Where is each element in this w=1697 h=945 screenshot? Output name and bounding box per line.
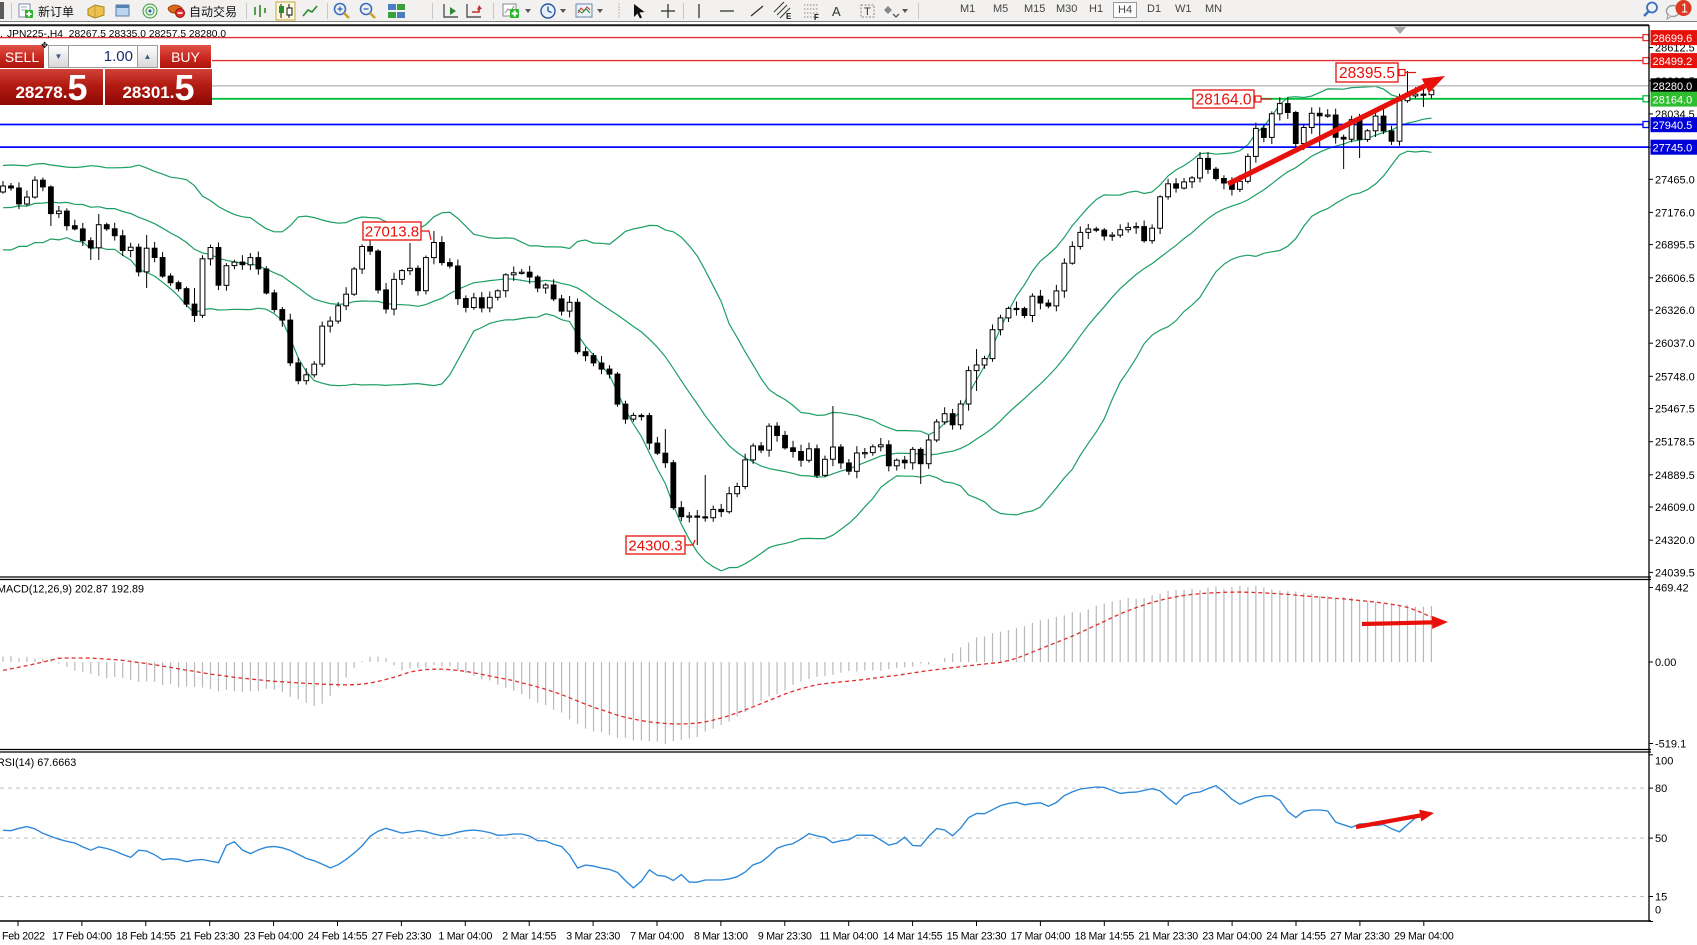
svg-text:Feb 2022: Feb 2022 bbox=[2, 931, 45, 943]
svg-text:17 Mar 04:00: 17 Mar 04:00 bbox=[1011, 931, 1071, 943]
svg-text:23 Mar 04:00: 23 Mar 04:00 bbox=[1202, 931, 1262, 943]
svg-text:.: . bbox=[0, 29, 3, 40]
svg-text:0: 0 bbox=[1655, 905, 1661, 917]
svg-text:15: 15 bbox=[1655, 892, 1667, 904]
svg-text:2 Mar 14:55: 2 Mar 14:55 bbox=[502, 931, 556, 943]
svg-text:27013.8: 27013.8 bbox=[365, 223, 419, 240]
svg-text:A: A bbox=[832, 4, 841, 19]
svg-text:24 Feb 14:55: 24 Feb 14:55 bbox=[308, 931, 368, 943]
svg-text:25748.0: 25748.0 bbox=[1655, 371, 1695, 383]
svg-text:F: F bbox=[814, 13, 819, 22]
svg-text:26037.0: 26037.0 bbox=[1655, 338, 1695, 350]
svg-text:24 Mar 14:55: 24 Mar 14:55 bbox=[1266, 931, 1326, 943]
svg-text:27176.0: 27176.0 bbox=[1655, 207, 1695, 219]
svg-text:28164.0: 28164.0 bbox=[1653, 94, 1693, 106]
svg-text:27 Mar 23:30: 27 Mar 23:30 bbox=[1330, 931, 1390, 943]
svg-text:100: 100 bbox=[1655, 756, 1673, 768]
svg-text:21 Feb 23:30: 21 Feb 23:30 bbox=[180, 931, 240, 943]
svg-text:21 Mar 23:30: 21 Mar 23:30 bbox=[1138, 931, 1198, 943]
svg-text:MACD(12,26,9) 202.87 192.89: MACD(12,26,9) 202.87 192.89 bbox=[0, 584, 144, 596]
svg-text:28280.0: 28280.0 bbox=[1653, 81, 1693, 93]
svg-text:自动交易: 自动交易 bbox=[189, 4, 237, 19]
svg-text:0.00: 0.00 bbox=[1655, 657, 1676, 669]
svg-text:JPN225-,H4 28267.5 28335.0 28: JPN225-,H4 28267.5 28335.0 28257.5 28280… bbox=[7, 29, 226, 40]
svg-text:T: T bbox=[864, 6, 871, 18]
svg-text:24039.5: 24039.5 bbox=[1655, 567, 1695, 579]
svg-text:23 Feb 04:00: 23 Feb 04:00 bbox=[244, 931, 304, 943]
svg-text:24300.3: 24300.3 bbox=[628, 537, 682, 554]
svg-text:27465.0: 27465.0 bbox=[1655, 174, 1695, 186]
svg-text:26326.0: 26326.0 bbox=[1655, 305, 1695, 317]
svg-text:29 Mar 04:00: 29 Mar 04:00 bbox=[1394, 931, 1454, 943]
svg-text:7 Mar 04:00: 7 Mar 04:00 bbox=[630, 931, 684, 943]
svg-text:80: 80 bbox=[1655, 783, 1667, 795]
svg-text:27745.0: 27745.0 bbox=[1653, 142, 1693, 154]
svg-text:24889.5: 24889.5 bbox=[1655, 470, 1695, 482]
svg-text:-519.1: -519.1 bbox=[1655, 739, 1686, 751]
svg-text:28612.5: 28612.5 bbox=[1655, 43, 1695, 55]
svg-text:28699.6: 28699.6 bbox=[1653, 33, 1693, 45]
svg-text:28164.0: 28164.0 bbox=[1195, 92, 1251, 109]
svg-text:15 Mar 23:30: 15 Mar 23:30 bbox=[947, 931, 1007, 943]
svg-text:24320.0: 24320.0 bbox=[1655, 535, 1695, 547]
svg-text:26606.5: 26606.5 bbox=[1655, 273, 1695, 285]
svg-text:RSI(14) 67.6663: RSI(14) 67.6663 bbox=[0, 757, 76, 769]
svg-text:11 Mar 04:00: 11 Mar 04:00 bbox=[819, 931, 878, 943]
svg-text:1: 1 bbox=[1681, 2, 1688, 16]
svg-text:28395.5: 28395.5 bbox=[1339, 65, 1395, 82]
svg-text:8 Mar 13:00: 8 Mar 13:00 bbox=[694, 931, 748, 943]
svg-text:新订单: 新订单 bbox=[38, 4, 74, 19]
svg-text:25467.5: 25467.5 bbox=[1655, 404, 1695, 416]
svg-text:E: E bbox=[786, 12, 792, 21]
svg-text:9 Mar 23:30: 9 Mar 23:30 bbox=[758, 931, 812, 943]
svg-text:3 Mar 23:30: 3 Mar 23:30 bbox=[566, 931, 620, 943]
svg-text:27940.5: 27940.5 bbox=[1653, 120, 1693, 132]
svg-text:26895.5: 26895.5 bbox=[1655, 240, 1695, 252]
svg-text:1 Mar 04:00: 1 Mar 04:00 bbox=[438, 931, 492, 943]
svg-text:27 Feb 23:30: 27 Feb 23:30 bbox=[372, 931, 432, 943]
svg-text:469.42: 469.42 bbox=[1655, 583, 1689, 595]
svg-text:24609.0: 24609.0 bbox=[1655, 502, 1695, 514]
svg-text:50: 50 bbox=[1655, 833, 1667, 845]
svg-text:28499.2: 28499.2 bbox=[1653, 56, 1693, 68]
svg-text:25178.5: 25178.5 bbox=[1655, 437, 1695, 449]
svg-text:18 Mar 14:55: 18 Mar 14:55 bbox=[1075, 931, 1135, 943]
svg-text:14 Mar 14:55: 14 Mar 14:55 bbox=[883, 931, 943, 943]
svg-text:17 Feb 04:00: 17 Feb 04:00 bbox=[52, 931, 112, 943]
svg-text:18 Feb 14:55: 18 Feb 14:55 bbox=[116, 931, 176, 943]
